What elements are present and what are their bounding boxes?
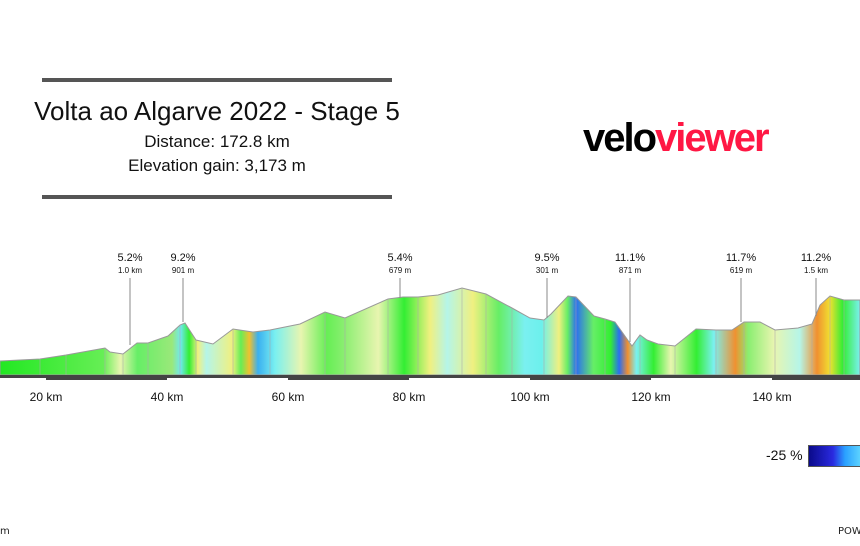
elevation-profile: 5.2% 1.0 km 9.2% 901 m 5.4% 679 m 9.5% 301 m… — [0, 252, 860, 380]
distance-label: Distance: 172.8 km — [144, 132, 290, 151]
axis-tick-100km: 100 km — [510, 390, 550, 404]
elevation-gain-label: Elevation gain: 3,173 m — [128, 156, 306, 175]
svg-text:5.2%: 5.2% — [117, 252, 142, 264]
bottom-rule — [42, 195, 392, 199]
footer-right-text: POW — [838, 526, 860, 537]
svg-text:11.7%: 11.7% — [726, 252, 757, 264]
logo-viewer: viewer — [655, 116, 770, 160]
svg-text:679 m: 679 m — [389, 266, 412, 275]
segment-dividers — [39, 288, 845, 375]
chart-title: Volta ao Algarve 2022 - Stage 5 — [34, 96, 400, 126]
svg-text:301 m: 301 m — [536, 266, 559, 275]
logo-velo: velo — [583, 116, 657, 160]
svg-text:901 m: 901 m — [172, 266, 195, 275]
svg-text:9.5%: 9.5% — [534, 252, 559, 264]
svg-text:1.5 km: 1.5 km — [804, 266, 828, 275]
axis-tick-60km: 60 km — [271, 390, 305, 404]
axis-tick-80km: 80 km — [392, 390, 426, 404]
axis-tick-40km: 40 km — [150, 390, 184, 404]
svg-text:11.2%: 11.2% — [801, 252, 832, 264]
svg-text:9.2%: 9.2% — [170, 252, 195, 264]
axis-tick-140km: 140 km — [752, 390, 792, 404]
veloviewer-logo: veloviewer — [583, 116, 770, 160]
distance-bar — [0, 375, 860, 380]
footer-left-text: m — [0, 526, 10, 537]
axis-tick-20km: 20 km — [29, 390, 63, 404]
svg-text:619 m: 619 m — [730, 266, 753, 275]
top-rule — [42, 78, 392, 82]
svg-text:871 m: 871 m — [619, 266, 642, 275]
axis-tick-120km: 120 km — [631, 390, 671, 404]
gradient-legend-min: -25 % — [766, 447, 803, 463]
profile-area — [0, 287, 860, 376]
svg-text:1.0 km: 1.0 km — [118, 266, 142, 275]
svg-text:11.1%: 11.1% — [615, 252, 646, 264]
climb-marker-lines — [129, 278, 817, 345]
climb-labels: 5.2% 1.0 km 9.2% 901 m 5.4% 679 m 9.5% 301 m… — [117, 252, 831, 275]
svg-text:5.4%: 5.4% — [387, 252, 412, 264]
gradient-legend-bar — [808, 445, 860, 467]
